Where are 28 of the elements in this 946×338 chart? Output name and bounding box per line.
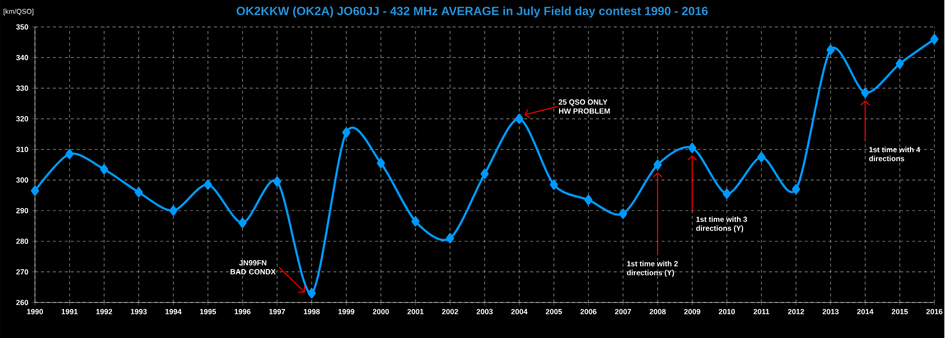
point: [618, 208, 628, 219]
point: [861, 87, 870, 98]
point: [204, 179, 212, 190]
point: [480, 168, 489, 179]
point: [238, 218, 247, 228]
point: [169, 205, 178, 216]
point: [722, 188, 731, 199]
point: [308, 288, 316, 298]
point: [930, 34, 938, 44]
point: [757, 152, 766, 162]
point: [65, 148, 74, 159]
point: [273, 176, 282, 186]
point: [584, 194, 593, 205]
point: [411, 216, 420, 226]
point: [654, 159, 662, 170]
point: [446, 232, 454, 244]
point: [134, 186, 143, 198]
point: [896, 58, 904, 69]
point: [30, 185, 40, 196]
point: [342, 127, 350, 138]
chart-title: OK2KKW (OK2A) JO60JJ - 432 MHz AVERAGE in July Field day contest 1990 - 2016: [236, 6, 708, 18]
point: [515, 114, 524, 124]
point: [826, 44, 835, 55]
point: [792, 184, 800, 194]
point: [688, 142, 696, 153]
point: [376, 158, 385, 168]
point: [550, 179, 558, 190]
point: [100, 164, 108, 174]
